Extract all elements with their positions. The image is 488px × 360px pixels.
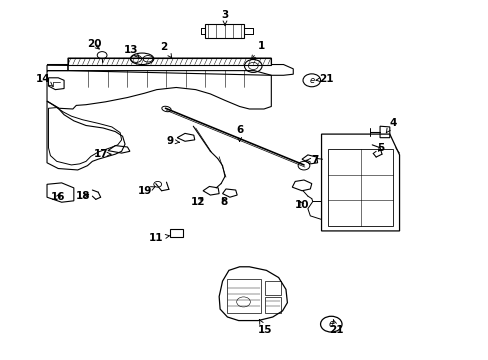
Text: 18: 18 (75, 191, 90, 201)
Text: 9: 9 (166, 136, 179, 146)
Text: 5: 5 (377, 143, 384, 153)
Bar (264, 281, 280, 296)
Text: 14: 14 (36, 74, 53, 87)
Text: 11: 11 (148, 233, 169, 243)
Text: 7: 7 (305, 155, 318, 165)
Text: 21: 21 (315, 74, 333, 84)
Text: 3: 3 (221, 10, 228, 26)
Bar (204, 24, 244, 38)
Text: 8: 8 (220, 197, 227, 207)
Bar (68, 58, 271, 64)
Text: 15: 15 (257, 320, 272, 335)
Text: 2: 2 (160, 42, 171, 58)
Bar (170, 229, 182, 237)
Text: 13: 13 (124, 45, 139, 58)
Bar (328, 149, 392, 226)
Text: 17: 17 (93, 149, 111, 159)
Bar (227, 279, 260, 314)
Text: 12: 12 (190, 197, 205, 207)
Text: 21: 21 (328, 319, 343, 335)
Text: 1: 1 (251, 41, 264, 59)
Text: e: e (308, 76, 314, 85)
Text: 6: 6 (236, 125, 243, 141)
Text: 19: 19 (137, 186, 155, 197)
Text: 4: 4 (386, 118, 396, 133)
Text: 10: 10 (294, 200, 308, 210)
Text: e: e (327, 319, 334, 329)
Bar (264, 297, 280, 314)
Text: 16: 16 (51, 192, 65, 202)
Text: 20: 20 (87, 40, 102, 49)
